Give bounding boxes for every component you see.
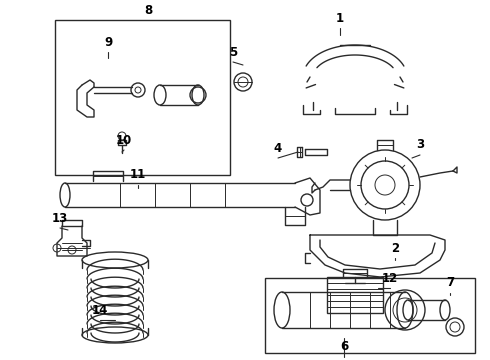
- Bar: [327, 277, 383, 313]
- Text: 10: 10: [116, 134, 132, 147]
- Text: 8: 8: [144, 4, 152, 17]
- Text: 9: 9: [104, 36, 112, 49]
- Bar: [265, 278, 475, 353]
- Text: 11: 11: [130, 168, 146, 181]
- Text: 7: 7: [446, 276, 454, 289]
- Bar: [55, 20, 230, 175]
- Text: 2: 2: [391, 242, 399, 255]
- Text: 6: 6: [340, 341, 348, 354]
- Text: 12: 12: [382, 271, 398, 284]
- Text: 13: 13: [52, 211, 68, 225]
- Text: 5: 5: [229, 45, 237, 58]
- Text: 3: 3: [416, 139, 424, 152]
- Text: 4: 4: [274, 141, 282, 154]
- Text: 14: 14: [92, 303, 108, 316]
- Text: 1: 1: [336, 12, 344, 24]
